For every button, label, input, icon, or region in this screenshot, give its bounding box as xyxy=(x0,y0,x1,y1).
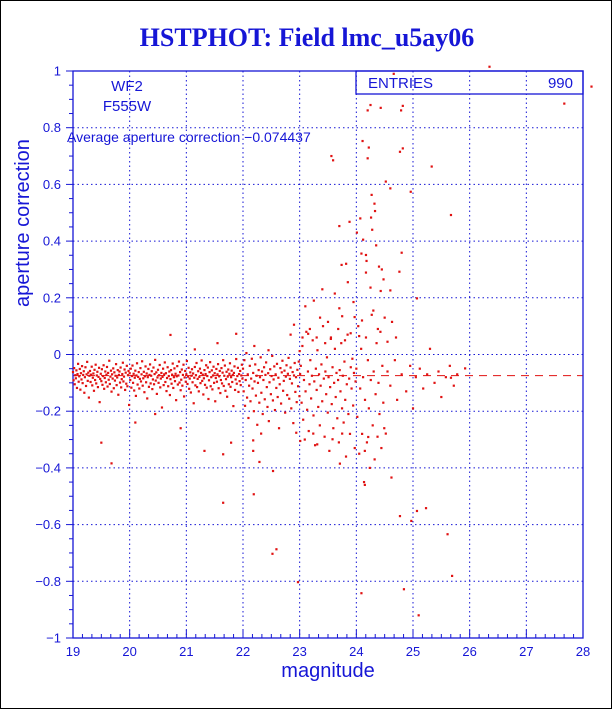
y-tick-label: 1 xyxy=(54,64,61,79)
x-tick-label: 19 xyxy=(66,644,80,659)
y-tick-label: 0 xyxy=(54,347,61,362)
y-axis-label: aperture correction xyxy=(12,139,34,307)
x-tick-label: 27 xyxy=(519,644,533,659)
x-tick-label: 20 xyxy=(122,644,136,659)
page-title: HSTPHOT: Field lmc_u5ay06 xyxy=(139,23,475,52)
y-tick-label: 0.6 xyxy=(43,177,61,192)
x-tick-label: 28 xyxy=(576,644,590,659)
y-tick-label: −0.2 xyxy=(35,404,61,419)
x-tick-label: 24 xyxy=(349,644,363,659)
entries-box xyxy=(355,70,584,95)
entries-count: 990 xyxy=(547,75,573,92)
axis-ticks xyxy=(66,70,584,639)
detector-label: WF2 xyxy=(111,78,143,95)
y-tick-label: −1 xyxy=(46,631,61,646)
x-tick-label: 26 xyxy=(462,644,476,659)
x-tick-label: 21 xyxy=(179,644,193,659)
average-correction-annotation: Average aperture correction −0.074437 xyxy=(67,129,311,145)
y-tick-label: −0.4 xyxy=(35,460,61,475)
tick-labels: 19 20 21 22 23 24 25 26 27 28 −1 −0.8 −0.6 −0.4 −0.2 0 0… xyxy=(35,64,590,660)
x-tick-label: 22 xyxy=(236,644,250,659)
grid-lines xyxy=(73,71,583,638)
x-tick-label: 25 xyxy=(406,644,420,659)
y-tick-label: 0.4 xyxy=(43,234,61,249)
y-tick-label: 0.8 xyxy=(43,120,61,135)
filter-label: F555W xyxy=(102,98,152,115)
scatter-points xyxy=(71,65,593,617)
y-tick-label: −0.6 xyxy=(35,517,61,532)
x-tick-label: 23 xyxy=(292,644,306,659)
entries-label: ENTRIES xyxy=(368,75,434,92)
x-axis-label: magnitude xyxy=(281,660,375,682)
plot-frame xyxy=(72,70,584,639)
y-tick-label: −0.8 xyxy=(35,574,61,589)
y-tick-label: 0.2 xyxy=(43,290,61,305)
